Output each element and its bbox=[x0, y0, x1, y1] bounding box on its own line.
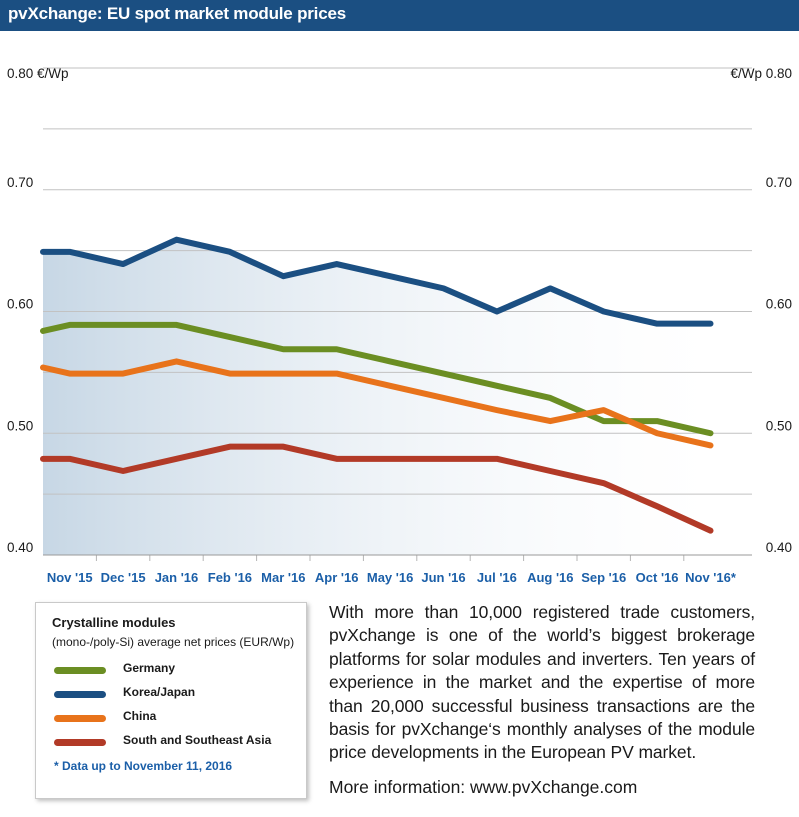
y-tick-label-right: 0.70 bbox=[766, 175, 792, 190]
chart-title: pvXchange: EU spot market module prices bbox=[8, 4, 346, 23]
x-tick-label: Jul '16 bbox=[477, 570, 517, 585]
legend-label: South and Southeast Asia bbox=[123, 733, 272, 747]
y-tick-label-right: 0.60 bbox=[766, 297, 792, 312]
legend-swatch bbox=[54, 739, 106, 746]
x-tick-label: Jun '16 bbox=[421, 570, 465, 585]
series-line-china bbox=[40, 358, 714, 449]
x-tick-label: Sep '16 bbox=[581, 570, 626, 585]
legend-label: Germany bbox=[123, 661, 176, 675]
series-line-south-and-southeast-asia bbox=[40, 443, 714, 534]
y-tick-label-right: 0.50 bbox=[766, 418, 792, 433]
legend-subtitle: (mono-/poly-Si) average net prices (EUR/… bbox=[52, 635, 295, 649]
x-tick-label: Feb '16 bbox=[208, 570, 252, 585]
x-tick-label: Aug '16 bbox=[527, 570, 573, 585]
x-tick-label: Jan '16 bbox=[155, 570, 199, 585]
legend-title: Crystalline modules bbox=[52, 615, 176, 630]
legend-swatch bbox=[54, 691, 106, 698]
data-footnote: * Data up to November 11, 2016 bbox=[54, 759, 233, 773]
series-line-korea-japan bbox=[40, 236, 714, 327]
y-tick-label-right: 0.40 bbox=[766, 540, 792, 555]
x-tick-label: Oct '16 bbox=[636, 570, 679, 585]
legend-label: Korea/Japan bbox=[123, 685, 196, 699]
y-tick-label-right: €/Wp 0.80 bbox=[730, 66, 792, 81]
x-tick-label: Apr '16 bbox=[315, 570, 359, 585]
y-tick-label-left: 0.80 €/Wp bbox=[7, 66, 69, 81]
y-tick-label-left: 0.70 bbox=[7, 175, 33, 190]
y-tick-label-left: 0.60 bbox=[7, 297, 33, 312]
x-tick-label: May '16 bbox=[367, 570, 413, 585]
series-line-germany bbox=[40, 321, 714, 437]
line-chart: 0.40 0.40 0.50 0.50 0.60 0.60 0.70 0.70 0.80 €/W… bbox=[7, 66, 792, 585]
plot-background-area bbox=[43, 239, 711, 556]
x-tick-label: Mar '16 bbox=[261, 570, 305, 585]
y-tick-label-left: 0.50 bbox=[7, 418, 33, 433]
description-text: With more than 10,000 registered trade c… bbox=[329, 602, 755, 763]
legend-label: China bbox=[123, 709, 157, 723]
x-tick-label: Dec '15 bbox=[101, 570, 146, 585]
legend: Crystalline modules (mono-/poly-Si) aver… bbox=[35, 602, 307, 799]
header-bar: pvXchange: EU spot market module prices bbox=[0, 0, 799, 31]
y-tick-label-left: 0.40 bbox=[7, 540, 33, 555]
x-tick-label: Nov '16* bbox=[685, 570, 737, 585]
legend-swatch bbox=[54, 667, 106, 674]
legend-swatch bbox=[54, 715, 106, 722]
more-info-link[interactable]: More information: www.pvXchange.com bbox=[329, 777, 638, 797]
x-tick-label: Nov '15 bbox=[47, 570, 93, 585]
